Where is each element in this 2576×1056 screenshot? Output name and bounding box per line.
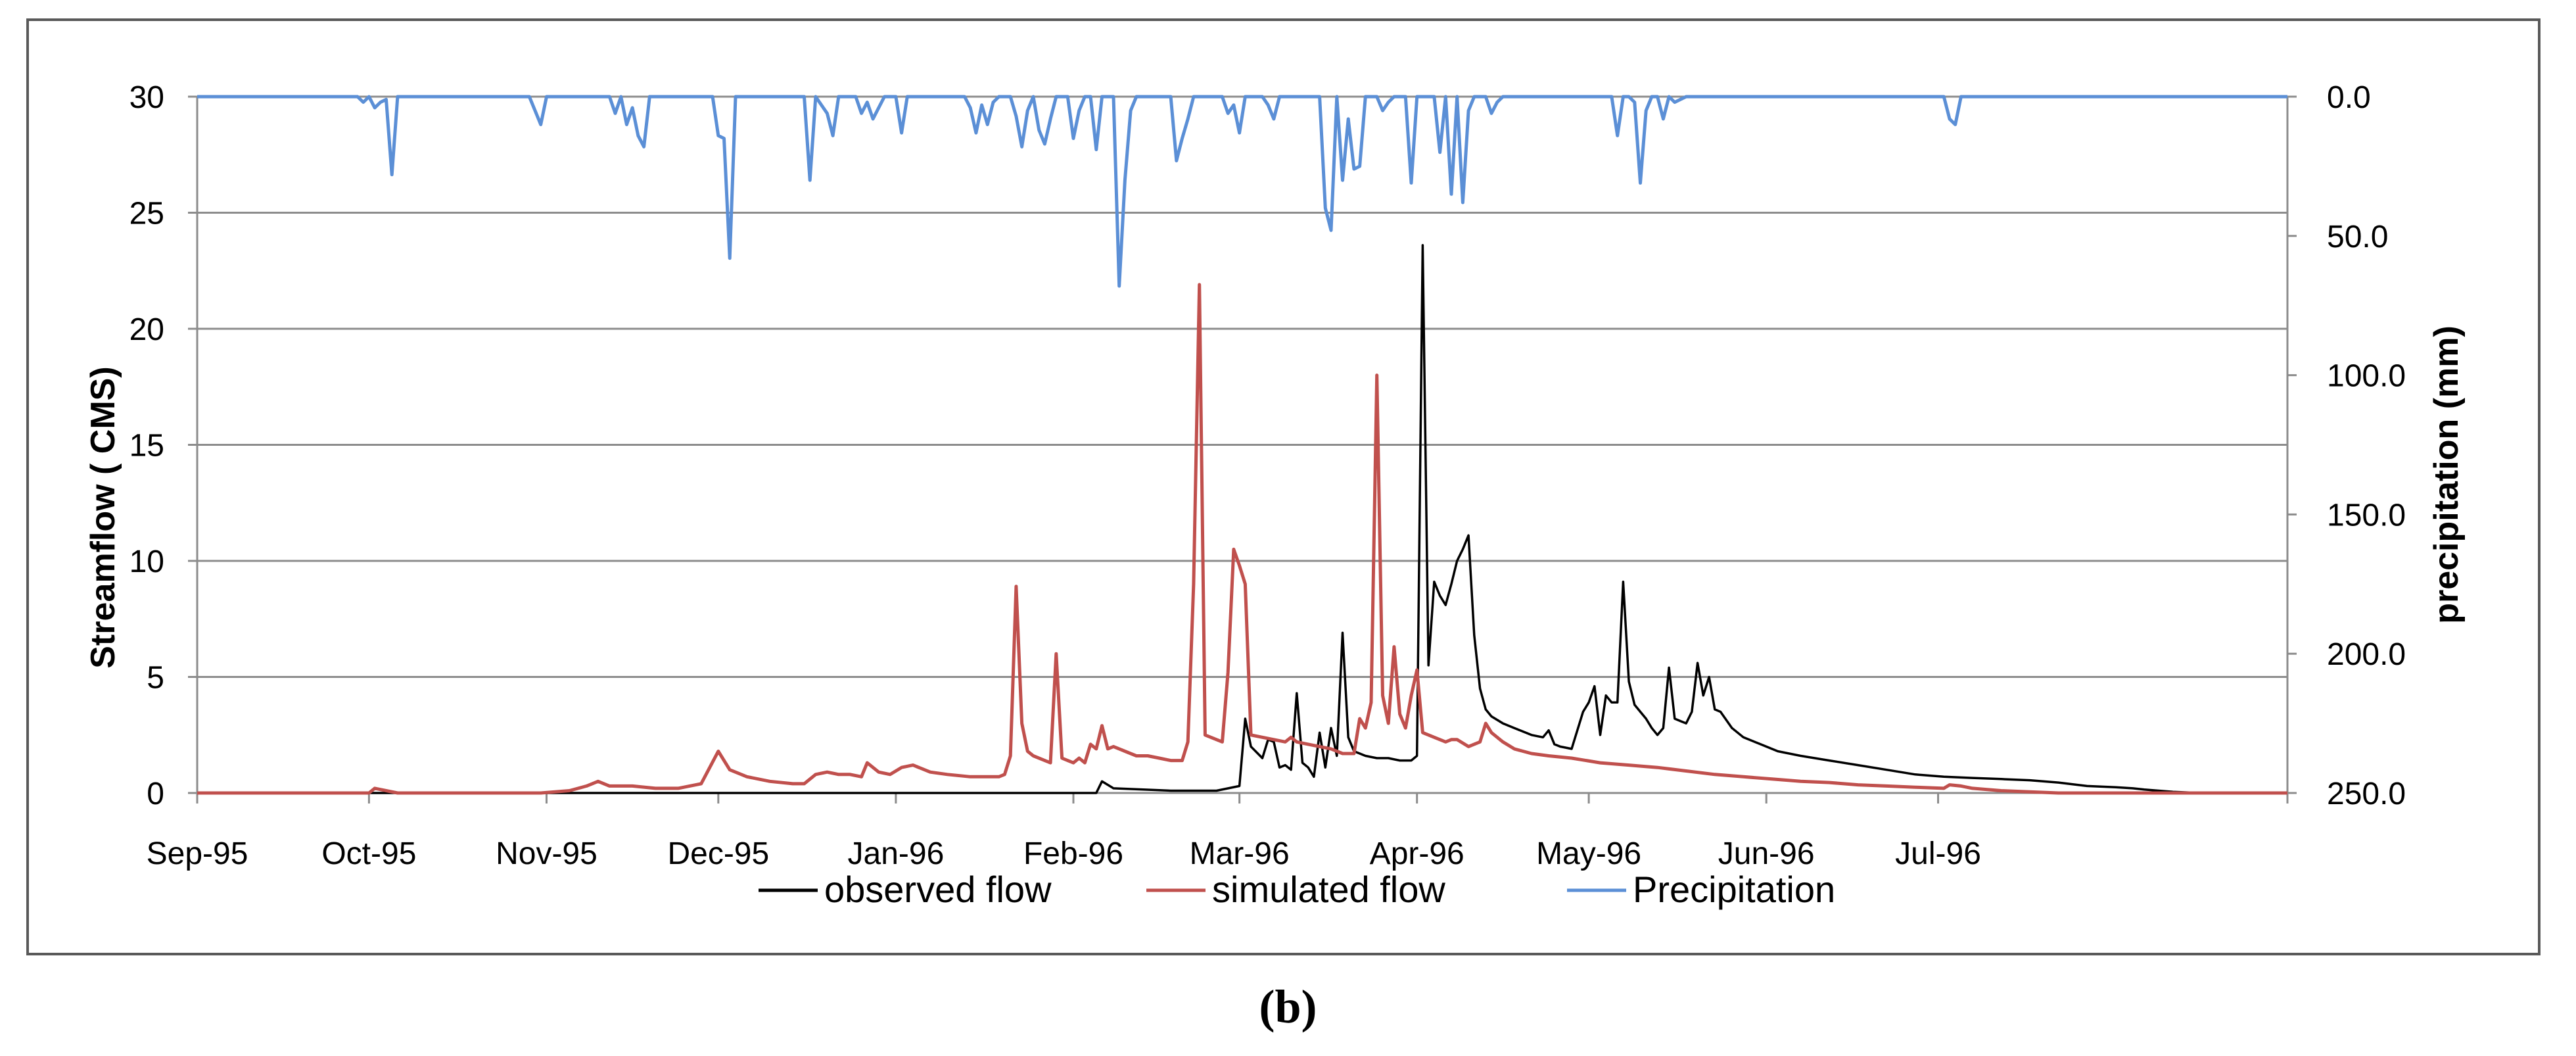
legend: observed flow simulated flow Precipitation bbox=[759, 869, 1835, 910]
legend-label: simulated flow bbox=[1212, 869, 1445, 910]
y-tick-label: 10 bbox=[129, 544, 164, 579]
y2-axis-title: precipitation (mm) bbox=[2427, 325, 2466, 624]
x-tick-label: Oct-95 bbox=[321, 836, 416, 871]
panel-label: (b) bbox=[1259, 980, 1317, 1033]
y2-tick-label: 150.0 bbox=[2327, 498, 2406, 533]
y-axis-title: Streamflow ( CMS) bbox=[84, 366, 122, 668]
y2-tick-label: 0.0 bbox=[2327, 80, 2371, 115]
series-line-simulated-flow bbox=[197, 283, 2287, 795]
x-tick-label: Dec-95 bbox=[667, 836, 769, 871]
y2-tick-label: 200.0 bbox=[2327, 637, 2406, 672]
chart-frame: 0 5 10 15 20 25 30 0.0 50.0 100.0 150.0 200.0 250.0 S… bbox=[26, 18, 2541, 955]
legend-item: simulated flow bbox=[1146, 869, 1445, 910]
series-line-observed-flow bbox=[197, 244, 2287, 794]
x-tick-label: Sep-95 bbox=[147, 836, 248, 871]
series-line-precipitation bbox=[197, 95, 2287, 288]
y-tick-label: 0 bbox=[147, 777, 164, 811]
y-tick-label: 30 bbox=[129, 80, 164, 115]
gridlines bbox=[197, 95, 2287, 678]
y2-tick-label: 250.0 bbox=[2327, 777, 2406, 811]
x-tick-label: Feb-96 bbox=[1023, 836, 1123, 871]
x-tick-label: Jun-96 bbox=[1718, 836, 1815, 871]
x-tick-label: Jul-96 bbox=[1895, 836, 1981, 871]
y-tick-label: 25 bbox=[129, 197, 164, 231]
x-tick-label: Mar-96 bbox=[1190, 836, 1290, 871]
series bbox=[197, 95, 2287, 795]
axes bbox=[188, 95, 2297, 804]
legend-item: Precipitation bbox=[1567, 869, 1835, 910]
x-tick-label: May-96 bbox=[1536, 836, 1641, 871]
legend-label: Precipitation bbox=[1633, 869, 1835, 910]
x-tick-label: Apr-96 bbox=[1370, 836, 1464, 871]
y-tick-label: 15 bbox=[129, 429, 164, 464]
x-tick-label: Nov-95 bbox=[496, 836, 597, 871]
streamflow-precipitation-chart: 0 5 10 15 20 25 30 0.0 50.0 100.0 150.0 200.0 250.0 S… bbox=[84, 80, 2466, 910]
y2-tick-label: 100.0 bbox=[2327, 359, 2406, 394]
y2-tick-label: 50.0 bbox=[2327, 220, 2388, 254]
legend-label: observed flow bbox=[824, 869, 1052, 910]
tick-labels: 0 5 10 15 20 25 30 0.0 50.0 100.0 150.0 200.0 250.0 S… bbox=[129, 80, 2406, 871]
legend-item: observed flow bbox=[759, 869, 1052, 910]
y-tick-label: 20 bbox=[129, 312, 164, 347]
x-tick-label: Jan-96 bbox=[848, 836, 945, 871]
y-tick-label: 5 bbox=[147, 661, 164, 696]
